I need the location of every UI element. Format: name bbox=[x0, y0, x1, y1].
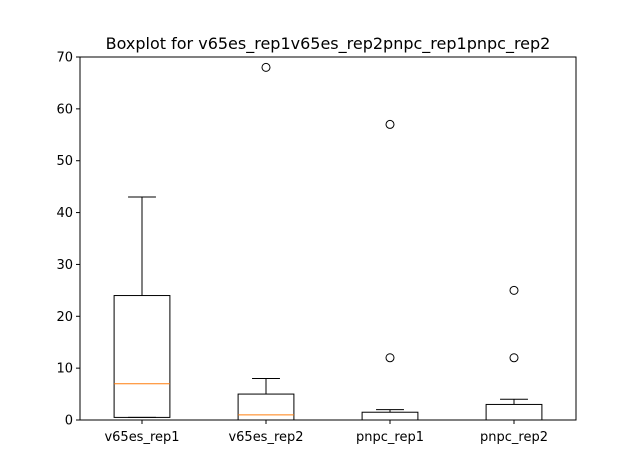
y-tick-label: 20 bbox=[56, 310, 73, 325]
outlier-point bbox=[385, 119, 395, 129]
box bbox=[113, 295, 171, 418]
y-tick-label: 40 bbox=[56, 206, 73, 221]
x-tick-label: v65es_rep2 bbox=[228, 430, 303, 445]
x-tick-label: pnpc_rep1 bbox=[356, 430, 424, 445]
box-group-v65es-rep1 bbox=[113, 196, 171, 418]
x-tick-label: pnpc_rep2 bbox=[480, 430, 548, 445]
outlier-point bbox=[261, 62, 271, 72]
plot-frame bbox=[79, 56, 577, 421]
outlier-point bbox=[509, 285, 519, 295]
outlier-point bbox=[509, 353, 519, 363]
x-tick-label: v65es_rep1 bbox=[104, 430, 179, 445]
chart-title: Boxplot for v65es_rep1v65es_rep2pnpc_rep… bbox=[106, 34, 551, 54]
y-tick-label: 50 bbox=[56, 154, 73, 169]
x-axis: v65es_rep1 v65es_rep2 pnpc_rep1 pnpc_rep2 bbox=[104, 420, 548, 445]
y-axis: 0 10 20 30 40 50 60 70 bbox=[56, 51, 80, 429]
outlier-point bbox=[385, 353, 395, 363]
y-tick-label: 70 bbox=[56, 51, 73, 66]
y-tick-label: 30 bbox=[56, 258, 73, 273]
y-tick-label: 10 bbox=[56, 362, 73, 377]
y-tick-label: 60 bbox=[56, 102, 73, 117]
y-tick-label: 0 bbox=[65, 414, 73, 429]
